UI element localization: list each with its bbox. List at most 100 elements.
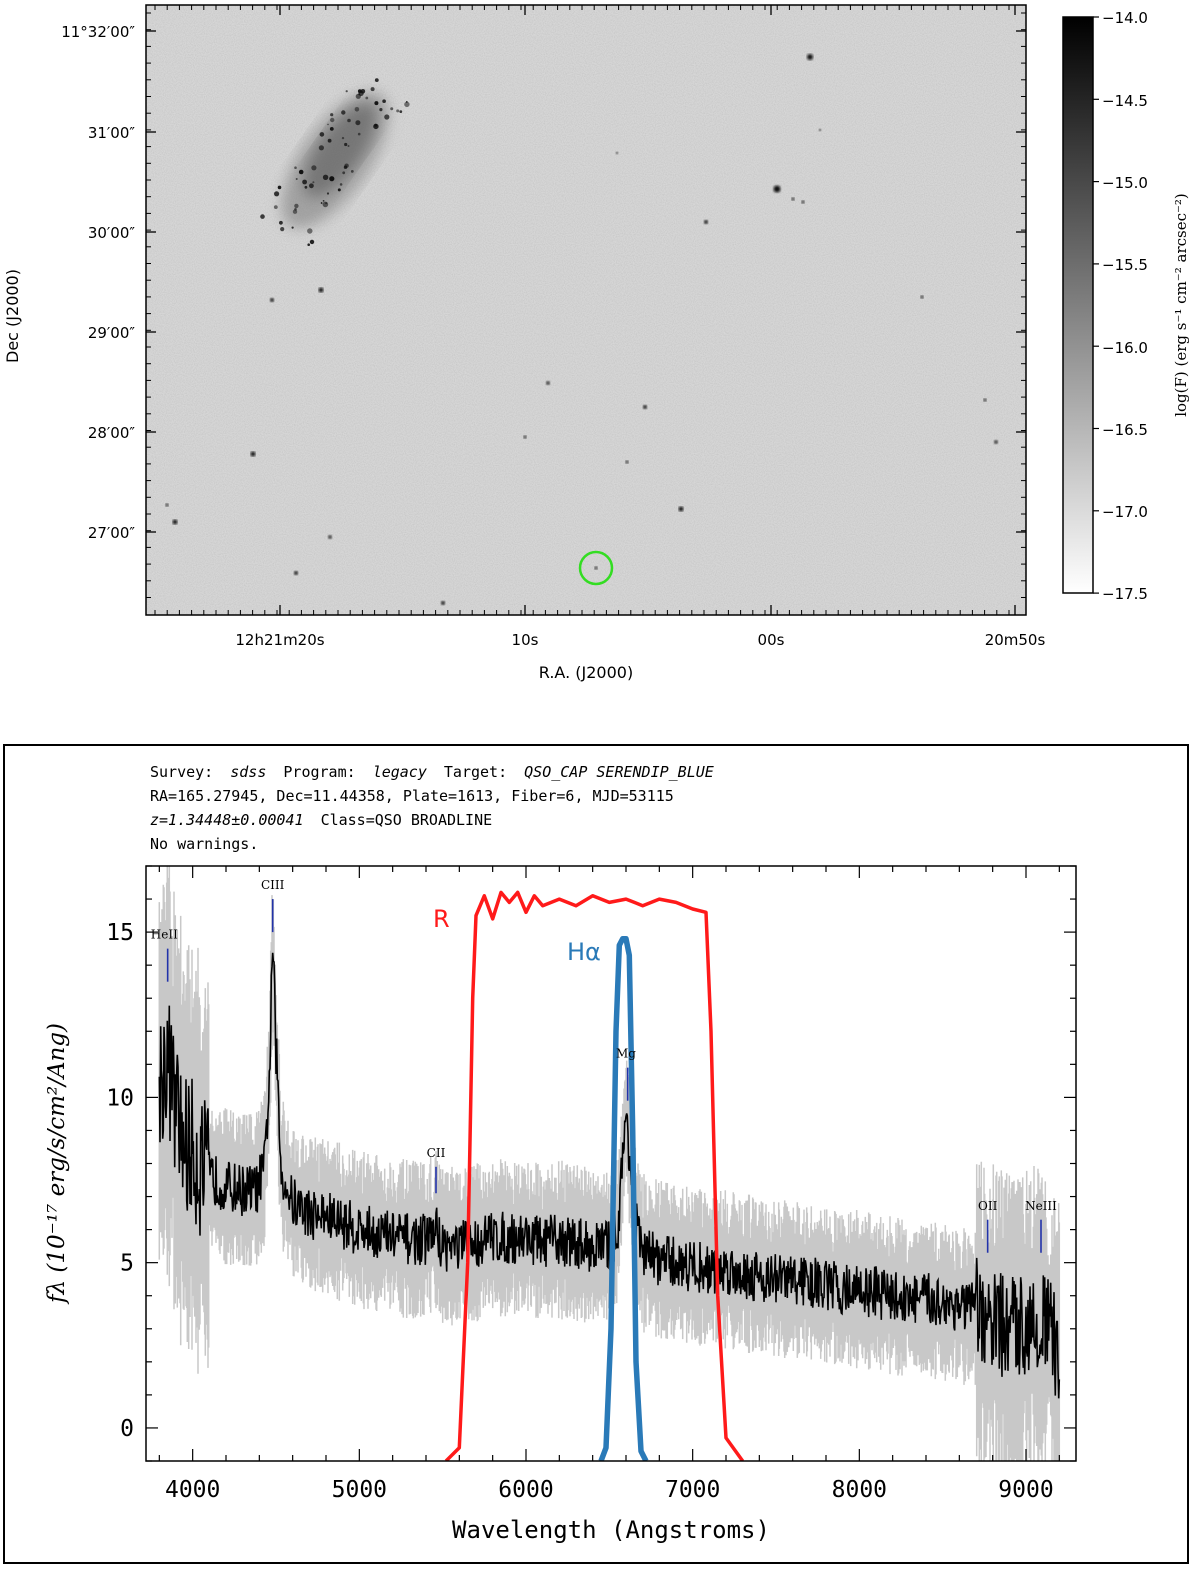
field-star — [643, 405, 647, 409]
ra-axis-label: R.A. (J2000) — [539, 663, 633, 682]
r-filter-curve — [444, 890, 745, 1461]
galaxy-knot — [326, 192, 330, 195]
colorbar-tick-label: −15.0 — [1102, 174, 1148, 192]
colorbar-tick-label: −17.0 — [1102, 503, 1148, 521]
galaxy-knot — [292, 209, 298, 214]
galaxy-star-forming-knots — [260, 78, 410, 246]
galaxy-knot — [307, 228, 313, 234]
colorbar-label: log(F) (erg s⁻¹ cm⁻² arcsec⁻²) — [1172, 193, 1190, 417]
galaxy-knot — [390, 107, 394, 111]
galaxy-knot — [358, 89, 362, 93]
colorbar-ticks — [1093, 16, 1099, 594]
ra-tick-label: 12h21m20s — [235, 631, 324, 649]
field-star — [270, 298, 274, 302]
ra-tick-label: 00s — [758, 631, 785, 649]
colorbar-tick-label: −17.5 — [1102, 585, 1148, 603]
emission-line-labels: HeII CIII CII Mg OII NeIII — [151, 878, 1057, 1213]
field-star — [678, 506, 684, 512]
galaxy-knot — [341, 136, 345, 140]
program-label: Program: — [283, 763, 355, 781]
galaxy — [281, 91, 389, 229]
spectrum-tick-marks — [146, 865, 1076, 1462]
field-star — [994, 440, 998, 444]
field-star — [523, 435, 527, 439]
sky-noise — [146, 5, 1026, 615]
dec-tick-label: 28′00″ — [88, 424, 136, 442]
galaxy-knot — [365, 96, 369, 100]
dec-tick-label: 11°32′00″ — [61, 23, 135, 41]
galaxy-knot — [260, 214, 265, 219]
field-star — [318, 287, 324, 293]
image-tick-marks — [146, 5, 1026, 615]
wavelength-axis-label: Wavelength (Angstroms) — [452, 1516, 770, 1544]
galaxy-knot — [298, 169, 304, 175]
emission-line-label: CIII — [261, 878, 285, 892]
galaxy-knot — [320, 202, 323, 204]
header-line-1: Survey: sdss Program: legacy Target: QSO… — [150, 763, 714, 781]
program-value: legacy — [373, 763, 427, 781]
galaxy-knot — [327, 138, 332, 143]
y-tick-label: 0 — [120, 1416, 134, 1442]
galaxy-knot — [330, 117, 335, 123]
halpha-filter-label: Hα — [567, 938, 601, 966]
galaxy-knot — [319, 132, 325, 137]
galaxy-knot — [342, 171, 346, 175]
field-star — [773, 185, 781, 193]
r-filter-label: R — [433, 905, 450, 933]
emission-line-label: OII — [978, 1199, 998, 1213]
galaxy-knot — [337, 188, 341, 192]
dec-tick-label: 31′00″ — [88, 124, 136, 142]
field-star — [704, 220, 708, 224]
galaxy-knot — [273, 205, 278, 210]
galaxy-knot — [322, 201, 329, 208]
galaxy-knot — [399, 110, 403, 113]
galaxy-knot — [274, 191, 280, 197]
galaxy-knot — [329, 176, 335, 182]
y-tick-label: 5 — [120, 1251, 134, 1277]
field-star — [615, 151, 619, 155]
colorbar-tick-label: −16.0 — [1102, 339, 1148, 357]
galaxy-knot — [374, 101, 379, 106]
galaxy-knot — [345, 90, 348, 93]
galaxy-knot — [341, 110, 346, 115]
spectrum-tick-labels: 4000 5000 6000 7000 8000 9000 0 5 10 15 — [106, 920, 1053, 1503]
galaxy-knot — [322, 200, 325, 202]
galaxy-knot — [374, 78, 379, 82]
galaxy-knot — [311, 165, 317, 171]
halpha-filter-curve — [598, 935, 649, 1461]
galaxy-knot — [382, 99, 386, 103]
x-tick-label: 9000 — [998, 1477, 1053, 1503]
galaxy-knot — [322, 174, 329, 180]
survey-label: Survey: — [150, 763, 213, 781]
field-stars — [165, 54, 998, 605]
target-label: Target: — [444, 763, 507, 781]
colorbar-tick-label: −15.5 — [1102, 256, 1148, 274]
galaxy-knot — [379, 108, 383, 112]
flux-axis-label: fλ (10⁻¹⁷ erg/s/cm²/Ang) — [44, 1023, 70, 1305]
field-star — [807, 54, 813, 60]
galaxy-knot — [312, 181, 315, 184]
spectrum-outer-frame — [3, 744, 1189, 1564]
field-star — [920, 295, 924, 299]
x-tick-label: 7000 — [665, 1477, 720, 1503]
galaxy-knot — [384, 114, 390, 120]
colorbar-gradient — [1062, 16, 1094, 594]
galaxy-knot — [279, 220, 283, 225]
field-star — [294, 571, 298, 575]
class-value: Class=QSO BROADLINE — [321, 811, 493, 829]
dec-tick-label: 29′00″ — [88, 324, 136, 342]
header-line-2: RA=165.27945, Dec=11.44358, Plate=1613, … — [150, 787, 674, 805]
dec-tick-label: 30′00″ — [88, 224, 136, 242]
colorbar-tick-label: −14.0 — [1102, 9, 1148, 27]
target-circle-marker — [578, 550, 614, 586]
target-value: QSO_CAP SERENDIP_BLUE — [524, 763, 714, 781]
field-star — [625, 460, 629, 464]
field-star — [594, 566, 598, 570]
galaxy-knot — [355, 120, 361, 126]
galaxy-knot — [309, 183, 314, 189]
galaxy-knot — [294, 166, 297, 169]
ra-tick-label: 10s — [512, 631, 539, 649]
spectrum-line — [158, 952, 1061, 1399]
galaxy-knot — [325, 202, 327, 205]
x-tick-label: 4000 — [165, 1477, 220, 1503]
